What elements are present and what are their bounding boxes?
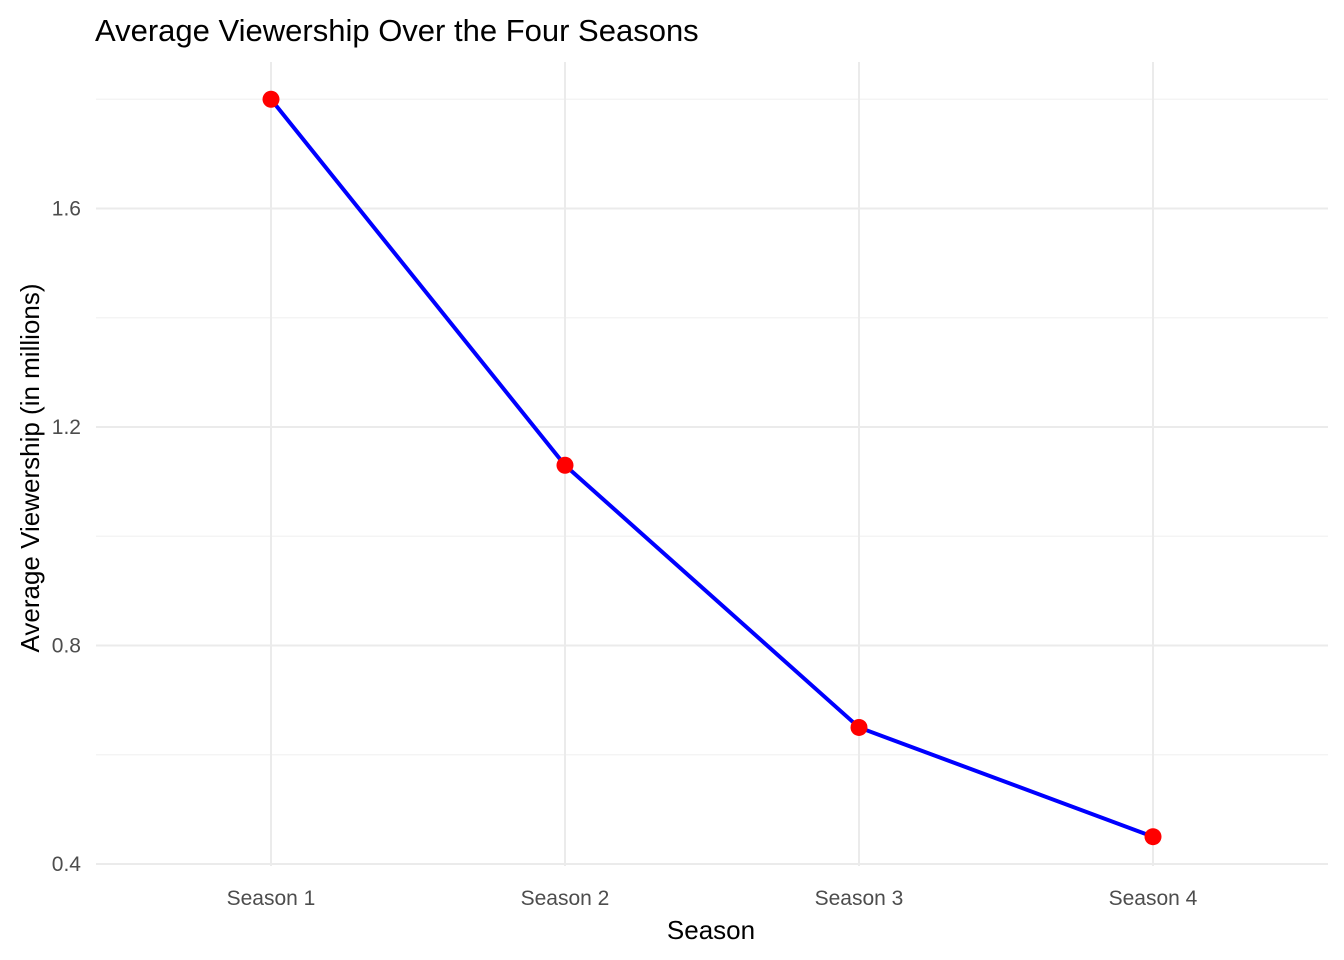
data-point bbox=[1144, 828, 1162, 846]
x-tick-label: Season 1 bbox=[227, 887, 316, 910]
y-tick-label: 0.8 bbox=[52, 635, 81, 658]
chart-title: Average Viewership Over the Four Seasons bbox=[95, 13, 699, 48]
series-line bbox=[269, 97, 1155, 839]
y-tick-label: 0.4 bbox=[52, 853, 82, 876]
x-tick-label: Season 2 bbox=[521, 887, 610, 910]
x-axis-title: Season bbox=[667, 915, 755, 945]
y-tick-label: 1.6 bbox=[52, 198, 81, 221]
data-point bbox=[850, 718, 868, 736]
data-point bbox=[262, 90, 280, 108]
grid bbox=[96, 62, 1328, 866]
x-tick-label: Season 4 bbox=[1109, 887, 1198, 910]
series-layer bbox=[262, 90, 1162, 846]
y-axis-title: Average Viewership (in millions) bbox=[15, 284, 45, 653]
x-tick-label: Season 3 bbox=[815, 887, 904, 910]
y-tick-label: 1.2 bbox=[52, 416, 81, 439]
data-point bbox=[556, 456, 574, 474]
tick-labels: 0.4 0.8 1.2 1.6 Season 1 Season 2 Season 3 Seas… bbox=[52, 198, 1198, 911]
